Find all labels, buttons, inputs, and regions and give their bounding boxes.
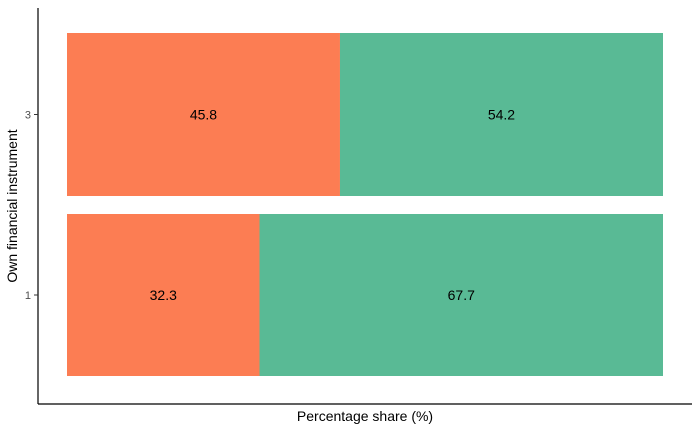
bar-segment-3-2 <box>339 33 663 196</box>
data-label-1-1: 32.3 <box>150 287 177 303</box>
data-labels-layer: 32.3 67.7 45.8 54.2 <box>150 107 516 304</box>
y-ticks-layer: 13 <box>25 110 38 302</box>
y-tick-label-1: 1 <box>25 290 31 302</box>
data-label-1-2: 67.7 <box>448 287 475 303</box>
x-axis-title: Percentage share (%) <box>297 408 433 424</box>
y-axis-title: Own financial instrument <box>4 129 20 282</box>
bar-segment-3-1 <box>67 33 340 196</box>
bar-segment-1-2 <box>259 214 663 376</box>
y-tick-label-3: 3 <box>25 110 31 122</box>
data-label-3-2: 54.2 <box>488 107 515 123</box>
data-label-3-1: 45.8 <box>190 107 217 123</box>
bars-layer <box>67 33 663 376</box>
bar-segment-1-1 <box>67 214 260 376</box>
